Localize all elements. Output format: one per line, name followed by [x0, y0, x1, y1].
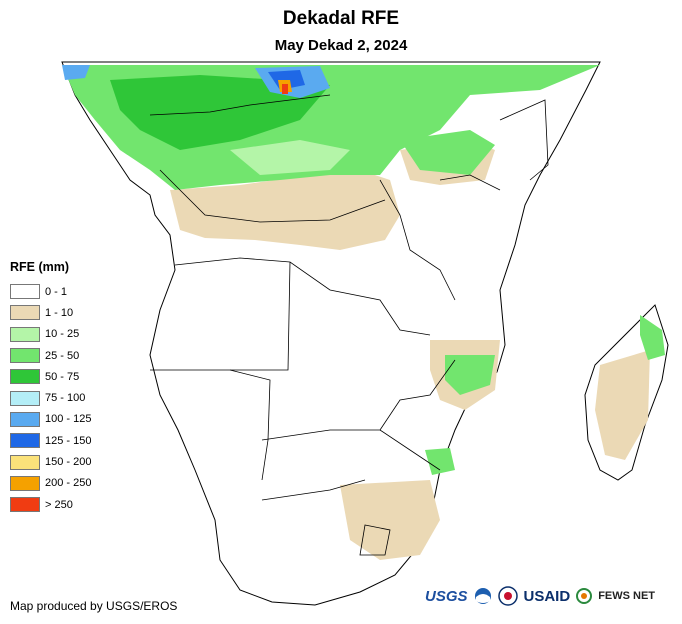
legend-item: 150 - 200	[10, 451, 91, 472]
legend-swatch	[10, 433, 40, 449]
legend-swatch	[10, 454, 40, 470]
legend-label: 100 - 125	[45, 413, 92, 426]
legend-item: 200 - 250	[10, 473, 91, 494]
legend-items: 0 - 1 1 - 10 10 - 25 25 - 50 50 - 75 75 - 100…	[10, 281, 91, 515]
legend-label: 200 - 250	[45, 477, 92, 490]
rfe-area-25-50-mozambique	[445, 355, 495, 395]
legend-item: 0 - 1	[10, 281, 91, 302]
legend-item: 125 - 150	[10, 430, 91, 451]
legend-swatch	[10, 475, 40, 491]
legend-swatch	[10, 284, 40, 300]
legend-swatch	[10, 326, 40, 342]
legend-label: 1 - 10	[45, 306, 74, 319]
legend-label: 10 - 25	[45, 328, 80, 341]
legend-swatch	[10, 305, 40, 321]
map-subtitle: May Dekad 2, 2024	[274, 37, 408, 54]
usgs-logo: USGS	[425, 587, 468, 605]
legend-title: RFE (mm)	[10, 260, 70, 274]
noaa-logo-icon	[474, 588, 491, 604]
legend: RFE (mm) 0 - 1 1 - 10 10 - 25 25 - 50 50 - 7…	[10, 260, 91, 515]
credit-text: Map produced by USGS/EROS	[10, 599, 178, 613]
legend-label: 50 - 75	[45, 370, 80, 383]
legend-item: 75 - 100	[10, 387, 91, 408]
legend-swatch	[10, 348, 40, 364]
legend-item: 1 - 10	[10, 302, 91, 323]
legend-label: > 250	[45, 498, 73, 511]
fews-net-icon	[576, 588, 593, 604]
usaid-logo: USAID	[523, 587, 571, 605]
legend-label: 25 - 50	[45, 349, 80, 362]
legend-label: 125 - 150	[45, 434, 92, 447]
usaid-seal-icon	[497, 586, 518, 606]
legend-label: 0 - 1	[45, 285, 68, 298]
country-borders	[149, 94, 549, 556]
legend-item: 50 - 75	[10, 366, 91, 387]
rfe-area-1-10-south	[340, 480, 440, 560]
legend-swatch	[10, 369, 40, 385]
legend-item: 10 - 25	[10, 324, 91, 345]
legend-item: 100 - 125	[10, 409, 91, 430]
legend-item: 25 - 50	[10, 345, 91, 366]
rfe-area-100-125	[62, 65, 90, 80]
rfe-area-250-plus	[282, 84, 288, 94]
legend-swatch	[10, 497, 40, 513]
agency-logos: USGS USAID FEWS NET	[425, 586, 655, 606]
rfe-area-1-10-central	[170, 170, 400, 250]
legend-swatch	[10, 411, 40, 427]
rfe-area-10-25-north	[230, 140, 350, 175]
fews-net-logo: FEWS NET	[598, 590, 656, 602]
map-title: Dekadal RFE	[282, 8, 400, 29]
rfe-area-25-50-madagascar	[640, 315, 665, 360]
legend-item: > 250	[10, 494, 91, 515]
legend-swatch	[10, 390, 40, 406]
rfe-area-25-50-east	[400, 130, 495, 175]
legend-label: 150 - 200	[45, 456, 92, 469]
rfe-area-1-10-madagascar	[595, 350, 650, 460]
legend-label: 75 - 100	[45, 392, 86, 405]
rfe-area-50-75-north	[110, 75, 330, 150]
rfe-area-25-50-south	[425, 448, 455, 475]
